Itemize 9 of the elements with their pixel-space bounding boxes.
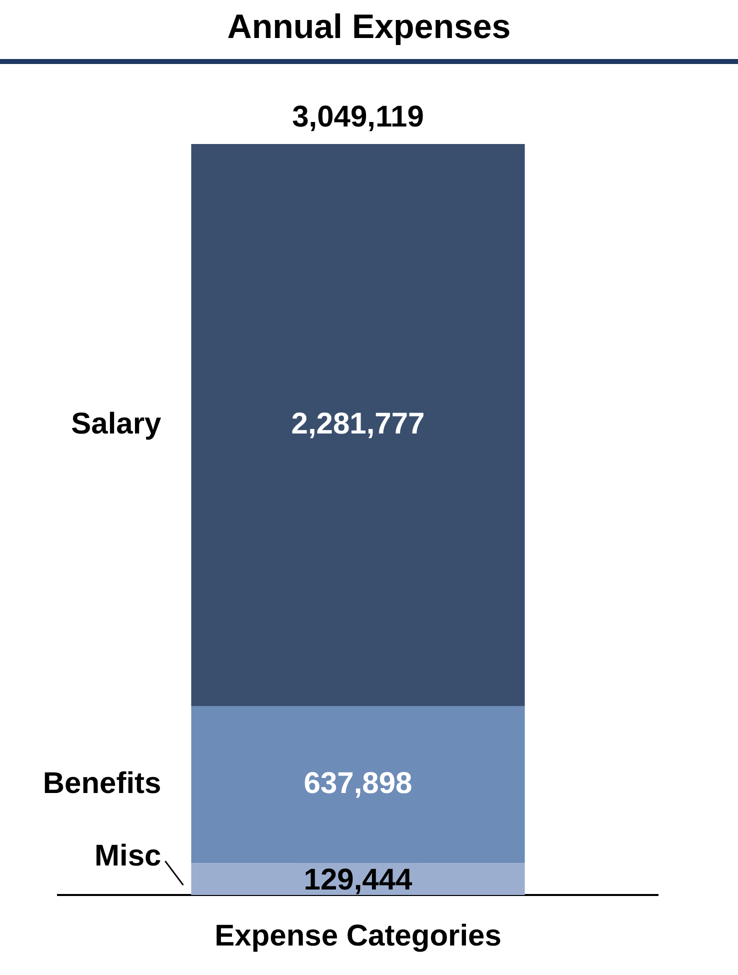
x-axis-title: Expense Categories	[214, 919, 502, 952]
series-label: Benefits	[42, 766, 162, 800]
data-label: 2,281,777	[291, 407, 425, 440]
data-label: 129,444	[304, 863, 413, 896]
total-label: 3,049,119	[292, 100, 424, 134]
series-label: Salary	[71, 407, 162, 440]
data-label: 637,898	[304, 766, 412, 800]
series-label: Misc	[94, 839, 162, 872]
chart-title: Annual Expenses	[226, 8, 512, 48]
